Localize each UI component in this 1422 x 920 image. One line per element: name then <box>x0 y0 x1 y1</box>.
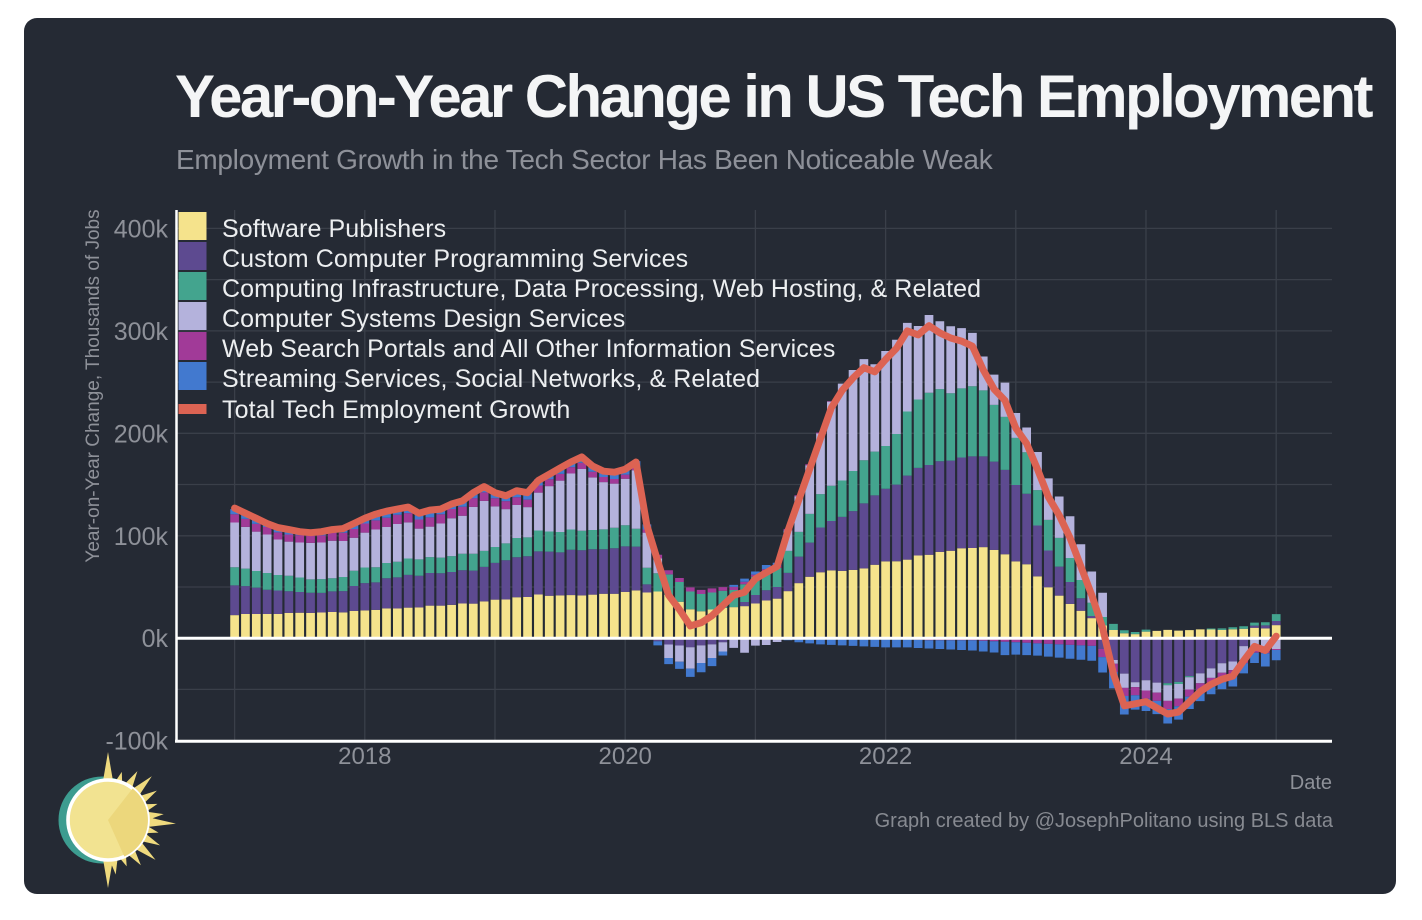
svg-text:2022: 2022 <box>859 743 912 770</box>
svg-text:Streaming Services, Social Net: Streaming Services, Social Networks, & R… <box>222 365 760 393</box>
svg-text:2020: 2020 <box>599 743 652 770</box>
svg-text:Graph created by @JosephPolita: Graph created by @JosephPolitano using B… <box>875 810 1334 832</box>
svg-text:Total Tech Employment Growth: Total Tech Employment Growth <box>222 396 570 424</box>
svg-text:Web Search Portals and All Oth: Web Search Portals and All Other Informa… <box>222 335 835 363</box>
svg-text:2018: 2018 <box>338 743 391 770</box>
svg-text:Software Publishers: Software Publishers <box>222 215 446 243</box>
svg-text:Computer Systems Design Servic: Computer Systems Design Services <box>222 305 625 333</box>
svg-text:100k: 100k <box>114 523 169 551</box>
svg-text:Computing Infrastructure, Data: Computing Infrastructure, Data Processin… <box>222 275 981 303</box>
svg-text:-100k: -100k <box>105 728 168 756</box>
svg-text:Date: Date <box>1290 772 1332 794</box>
svg-text:Custom Computer Programming Se: Custom Computer Programming Services <box>222 245 688 273</box>
svg-text:2024: 2024 <box>1119 743 1172 770</box>
svg-text:0k: 0k <box>142 625 169 653</box>
svg-text:300k: 300k <box>114 318 169 346</box>
svg-text:Year-on-Year Change, Thousands: Year-on-Year Change, Thousands of Jobs <box>83 209 104 562</box>
svg-text:400k: 400k <box>114 215 169 243</box>
svg-text:200k: 200k <box>114 420 169 448</box>
